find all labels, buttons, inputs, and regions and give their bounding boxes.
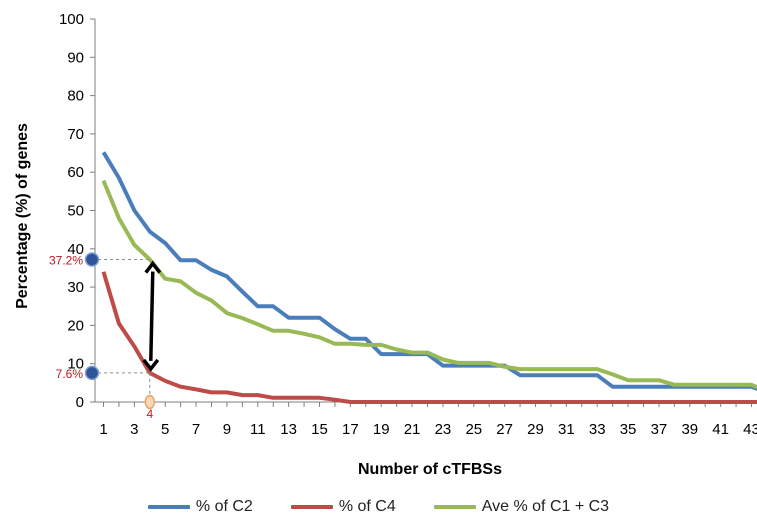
y-tick-label: 80 bbox=[67, 88, 84, 105]
x-tick-label: 15 bbox=[311, 421, 328, 438]
y-tick-label: 50 bbox=[67, 203, 84, 220]
annotation-label-x: 4 bbox=[146, 407, 153, 421]
legend-swatch-c2 bbox=[148, 505, 190, 509]
series-line-1 bbox=[104, 152, 757, 392]
x-tick-label: 27 bbox=[496, 421, 513, 438]
x-tick-label: 21 bbox=[404, 421, 421, 438]
y-axis-title: Percentage (%) of genes bbox=[14, 123, 31, 309]
series-line-2 bbox=[104, 272, 757, 402]
x-tick-label: 31 bbox=[558, 421, 575, 438]
x-tick-label: 1 bbox=[99, 421, 107, 438]
annotation-label-low: 7.6% bbox=[56, 367, 84, 381]
x-tick-label: 43 bbox=[743, 421, 757, 438]
y-tick-label: 70 bbox=[67, 126, 84, 143]
x-axis-title: Number of cTFBSs bbox=[358, 461, 502, 478]
x-tick-label: 5 bbox=[161, 421, 169, 438]
x-tick-label: 7 bbox=[192, 421, 200, 438]
legend-swatch-c4 bbox=[291, 505, 333, 509]
legend-swatch-c1-c3 bbox=[434, 505, 476, 509]
x-tick-label: 35 bbox=[620, 421, 637, 438]
marker-low bbox=[86, 366, 99, 379]
x-tick-label: 37 bbox=[651, 421, 668, 438]
y-tick-label: 60 bbox=[67, 164, 84, 181]
legend-item-c4: % of C4 bbox=[291, 498, 396, 516]
marker-high bbox=[86, 253, 99, 266]
y-tick-label: 90 bbox=[67, 49, 84, 66]
series-lines bbox=[104, 152, 757, 402]
y-tick-label: 30 bbox=[67, 279, 84, 296]
x-tick-label: 23 bbox=[435, 421, 452, 438]
x-tick-label: 41 bbox=[712, 421, 729, 438]
legend-item-c1-c3: Ave % of C1 + C3 bbox=[434, 498, 609, 516]
y-tick-label: 0 bbox=[76, 394, 84, 411]
legend-label-c1-c3: Ave % of C1 + C3 bbox=[482, 498, 609, 516]
legend-label-c2: % of C2 bbox=[196, 498, 253, 516]
x-tick-label: 25 bbox=[465, 421, 482, 438]
x-tick-label: 11 bbox=[250, 421, 266, 438]
arrow-shaft bbox=[151, 272, 153, 361]
legend-item-c2: % of C2 bbox=[148, 498, 253, 516]
x-tick-label: 9 bbox=[223, 421, 231, 438]
legend-label-c4: % of C4 bbox=[339, 498, 396, 516]
annotation-label-high: 37.2% bbox=[49, 254, 83, 268]
x-tick-label: 17 bbox=[342, 421, 359, 438]
x-tick-label: 29 bbox=[527, 421, 544, 438]
legend: % of C2 % of C4 Ave % of C1 + C3 bbox=[0, 495, 757, 519]
x-tick-label: 3 bbox=[130, 421, 138, 438]
x-tick-label: 39 bbox=[681, 421, 698, 438]
x-tick-label: 33 bbox=[589, 421, 606, 438]
y-tick-label: 100 bbox=[59, 11, 84, 28]
x-tick-label: 13 bbox=[280, 421, 297, 438]
series-line-3 bbox=[104, 181, 757, 392]
y-tick-label: 20 bbox=[67, 317, 84, 334]
x-tick-label: 19 bbox=[373, 421, 390, 438]
arrow-head-top bbox=[146, 264, 160, 273]
